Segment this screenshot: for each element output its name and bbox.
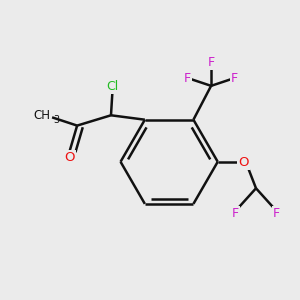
Text: O: O [238, 156, 249, 169]
Text: 3: 3 [54, 115, 60, 125]
Text: F: F [232, 207, 239, 220]
Text: CH: CH [34, 110, 51, 122]
Text: F: F [208, 56, 215, 69]
Text: Cl: Cl [106, 80, 118, 93]
Text: F: F [184, 72, 191, 85]
Text: F: F [231, 72, 238, 85]
Text: O: O [64, 151, 75, 164]
Text: F: F [273, 207, 280, 220]
